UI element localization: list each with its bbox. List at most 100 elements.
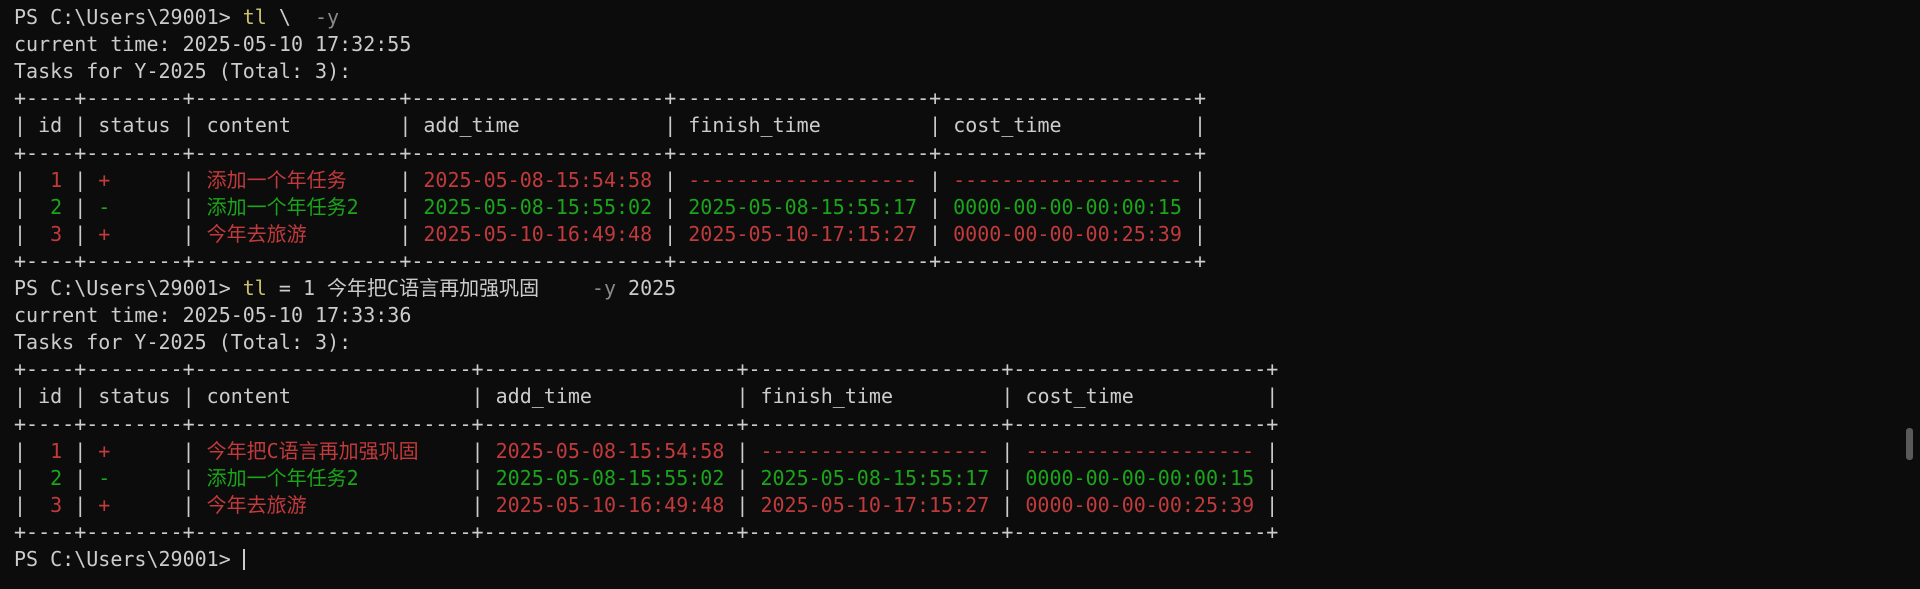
cell-content: 添加一个年任务2 — [206, 194, 359, 219]
cell-status: - — [98, 465, 111, 490]
table1-task-row-1: | 1 | + | 添加一个年任务 | 2025-05-08-15:54:58 | -------… — [0, 167, 1920, 194]
pipe: | — [664, 194, 677, 219]
command-line-2: PS C:\Users\29001> tl = 1 今年把C语言再加强巩固 -y 2025 — [0, 275, 1920, 302]
cell-cost-time: 0000-00-00-00:25:39 — [953, 221, 1182, 246]
table1-header-separator: +----+--------+-----------------+-------… — [0, 140, 1920, 167]
table1-task-row-2: | 2 | - | 添加一个年任务2 | 2025-05-08-15:55:02 | 2025-0… — [0, 194, 1920, 221]
cell-cost-time: ------------------- — [953, 167, 1182, 192]
pipe: | — [182, 492, 195, 517]
pipe: | — [74, 194, 87, 219]
cell-add-time: 2025-05-08-15:55:02 — [423, 194, 653, 219]
cell-add-time: 2025-05-08-15:54:58 — [495, 438, 725, 463]
cell-status: + — [98, 167, 111, 192]
pipe: | — [399, 167, 412, 192]
cell-status: + — [98, 492, 111, 517]
pipe: | — [1001, 438, 1014, 463]
cell-cost-time: 0000-00-00-00:25:39 — [1025, 492, 1255, 517]
cell-add-time: 2025-05-10-16:49:48 — [423, 221, 653, 246]
prompt: PS C:\Users\29001> — [14, 547, 243, 571]
table-border: +----+--------+-----------------+-------… — [14, 248, 1207, 273]
pipe: | — [74, 221, 87, 246]
tasks-summary-text: Tasks for Y-2025 (Total: 3): — [14, 59, 352, 84]
table-border: +----+--------+-----------------+-------… — [14, 86, 1207, 111]
pipe: | — [182, 167, 195, 192]
cell-id: 3 — [50, 492, 63, 517]
cell-id: 1 — [50, 167, 63, 192]
pipe: | — [1193, 194, 1206, 219]
cell-id: 1 — [50, 438, 63, 463]
pipe: | — [929, 167, 942, 192]
terminal-cursor — [242, 549, 245, 570]
pipe: | — [1193, 167, 1206, 192]
tasks-summary-text: Tasks for Y-2025 (Total: 3): — [14, 330, 352, 355]
pipe: | — [664, 167, 677, 192]
cell-finish-time: ------------------- — [688, 167, 918, 192]
table-header: | id | status | content | add_time | fin… — [14, 113, 1207, 138]
pipe: | — [182, 194, 195, 219]
table2-bottom-border: +----+--------+-----------------------+-… — [0, 519, 1920, 546]
pipe: | — [1266, 438, 1279, 463]
tasks-summary-1: Tasks for Y-2025 (Total: 3): — [0, 58, 1920, 85]
pipe: | — [736, 438, 749, 463]
table1-bottom-border: +----+--------+-----------------+-------… — [0, 248, 1920, 275]
table2-task-row-1: | 1 | + | 今年把C语言再加强巩固 | 2025-05-08-15:54:58 | ---… — [0, 438, 1920, 465]
command-line-1: PS C:\Users\29001> tl \ -y — [0, 4, 1920, 31]
pipe: | — [1266, 492, 1279, 517]
cell-cost-time: 0000-00-00-00:00:15 — [1025, 465, 1255, 490]
pipe: | — [74, 465, 87, 490]
command-arg: 1 — [302, 276, 315, 300]
command-arg: 今年把C语言再加强巩固 — [327, 276, 540, 300]
cell-finish-time: 2025-05-10-17:15:27 — [688, 221, 918, 246]
operator: = — [278, 276, 291, 300]
cell-status: + — [98, 221, 111, 246]
pipe: | — [471, 438, 484, 463]
prompt: PS C:\Users\29001> — [14, 276, 243, 300]
table-header: | id | status | content | add_time | fin… — [14, 384, 1279, 409]
cell-id: 2 — [50, 194, 63, 219]
table-border: +----+--------+-----------------------+-… — [14, 411, 1279, 436]
cell-cost-time: ------------------- — [1025, 438, 1255, 463]
pipe: | — [14, 167, 27, 192]
prompt: PS C:\Users\29001> — [14, 5, 243, 29]
cell-finish-time: 2025-05-10-17:15:27 — [760, 492, 990, 517]
pipe: | — [1001, 465, 1014, 490]
pipe: | — [14, 194, 27, 219]
cell-content: 今年去旅游 — [206, 221, 307, 246]
pipe: | — [929, 194, 942, 219]
command-arg: \ — [278, 5, 291, 29]
scrollbar-thumb[interactable] — [1906, 428, 1913, 460]
current-time-text: current time: 2025-05-10 17:33:36 — [14, 303, 412, 328]
pipe: | — [1001, 492, 1014, 517]
command-arg: 2025 — [628, 276, 677, 300]
pipe: | — [1266, 465, 1279, 490]
cell-add-time: 2025-05-08-15:55:02 — [495, 465, 725, 490]
pipe: | — [182, 438, 195, 463]
cell-status: - — [98, 194, 111, 219]
table-border: +----+--------+-----------------------+-… — [14, 519, 1279, 544]
cell-finish-time: 2025-05-08-15:55:17 — [688, 194, 918, 219]
cell-add-time: 2025-05-08-15:54:58 — [423, 167, 653, 192]
table2-header-separator: +----+--------+-----------------------+-… — [0, 411, 1920, 438]
pipe: | — [14, 438, 27, 463]
current-time-line-2: current time: 2025-05-10 17:33:36 — [0, 302, 1920, 329]
current-time-text: current time: 2025-05-10 17:32:55 — [14, 32, 412, 57]
table-border: +----+--------+-----------------------+-… — [14, 357, 1279, 382]
cell-content: 今年把C语言再加强巩固 — [206, 438, 419, 463]
pipe: | — [182, 465, 195, 490]
parameter-flag: -y — [591, 276, 616, 300]
pipe: | — [399, 194, 412, 219]
pipe: | — [182, 221, 195, 246]
command-name: tl — [242, 5, 267, 29]
table1-task-row-3: | 3 | + | 今年去旅游 | 2025-05-10-16:49:48 | 2025-05-1… — [0, 221, 1920, 248]
table2-task-row-3: | 3 | + | 今年去旅游 | 2025-05-10-16:49:48 | 2025-05-1… — [0, 492, 1920, 519]
pipe: | — [736, 492, 749, 517]
cell-cost-time: 0000-00-00-00:00:15 — [953, 194, 1182, 219]
table1-top-border: +----+--------+-----------------+-------… — [0, 85, 1920, 112]
cell-content: 今年去旅游 — [206, 492, 307, 517]
prompt-line: PS C:\Users\29001> — [0, 546, 1920, 573]
table1-header-row: | id | status | content | add_time | fin… — [0, 112, 1920, 139]
cell-id: 2 — [50, 465, 63, 490]
table2-header-row: | id | status | content | add_time | fin… — [0, 383, 1920, 410]
table2-top-border: +----+--------+-----------------------+-… — [0, 356, 1920, 383]
